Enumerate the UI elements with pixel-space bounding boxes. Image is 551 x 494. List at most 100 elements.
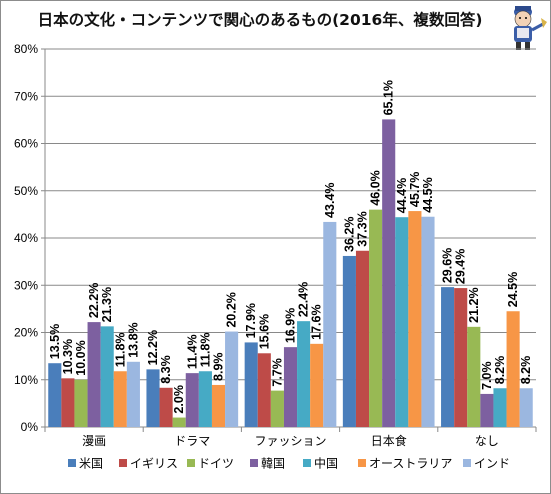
x-tick-label: ファッション [254, 434, 326, 448]
bar [159, 387, 173, 427]
bar [257, 353, 271, 427]
data-label: 8.2% [519, 356, 533, 385]
data-label: 46.0% [369, 170, 383, 205]
data-label: 10.3% [61, 339, 75, 374]
bar [310, 343, 324, 427]
bar [270, 390, 284, 427]
bar [395, 217, 409, 427]
y-tick-label: 80% [14, 42, 38, 56]
mascot-icon [514, 6, 547, 50]
legend-swatch [187, 459, 195, 467]
data-label: 17.6% [310, 304, 324, 339]
data-label: 11.4% [185, 334, 199, 369]
data-label: 21.3% [100, 287, 114, 322]
data-label: 13.8% [126, 322, 140, 357]
bar [87, 322, 101, 427]
y-tick-label: 50% [14, 184, 38, 198]
data-label: 65.1% [382, 80, 396, 115]
legend-label: ドイツ [198, 457, 234, 471]
data-label: 29.6% [441, 248, 455, 283]
legend-swatch [250, 459, 258, 467]
bar [454, 288, 468, 427]
bar [74, 379, 88, 427]
y-tick-label: 40% [14, 231, 38, 245]
legend-swatch [358, 459, 366, 467]
bar [467, 326, 481, 427]
data-label: 10.0% [74, 340, 88, 375]
data-label: 20.2% [225, 292, 239, 327]
chart-title: 日本の文化・コンテンツで関心のあるもの(2016年、複数回答) [37, 11, 483, 29]
bar [244, 342, 258, 427]
x-tick-label: 日本食 [371, 433, 407, 448]
data-label: 44.5% [421, 177, 435, 212]
x-tick-label: ドラマ [174, 434, 210, 448]
y-tick-label: 20% [14, 326, 38, 340]
x-tick-label: 漫画 [82, 434, 106, 448]
bar [382, 119, 396, 427]
bar [172, 417, 186, 427]
y-tick-label: 70% [14, 89, 38, 103]
bar [126, 361, 140, 427]
bar [100, 326, 114, 427]
data-label: 45.7% [408, 172, 422, 207]
data-label: 17.9% [244, 303, 258, 338]
bar [421, 216, 435, 427]
bar [297, 321, 311, 427]
data-label: 22.2% [87, 283, 101, 318]
data-label: 44.4% [395, 178, 409, 213]
data-label: 15.6% [257, 314, 271, 349]
bar [323, 221, 337, 427]
data-label: 43.4% [323, 182, 337, 217]
legend-label: 韓国 [261, 457, 285, 471]
data-label: 13.5% [48, 324, 62, 359]
bar [342, 255, 356, 427]
bar [519, 388, 533, 427]
legend-swatch [463, 459, 471, 467]
data-label: 24.5% [506, 272, 520, 307]
legend-swatch [68, 459, 76, 467]
y-tick-label: 10% [14, 373, 38, 387]
legend-label: インド [474, 457, 510, 471]
y-tick-label: 30% [14, 278, 38, 292]
y-tick-label: 60% [14, 137, 38, 151]
data-label: 7.0% [480, 361, 494, 390]
bar [198, 371, 212, 427]
bar [480, 393, 494, 427]
data-label: 29.4% [454, 249, 468, 284]
legend-label: 中国 [314, 456, 338, 471]
bar [185, 373, 199, 427]
bar [146, 369, 160, 427]
bar [369, 209, 383, 427]
data-label: 8.2% [493, 356, 507, 385]
bar [283, 347, 298, 427]
data-label: 36.2% [342, 217, 356, 252]
data-label: 12.2% [146, 330, 160, 365]
bar [211, 384, 226, 427]
legend-swatch [303, 459, 311, 467]
data-label: 21.2% [467, 287, 481, 322]
legend-label: オーストラリア [369, 457, 452, 471]
legend-label: 米国 [79, 457, 103, 471]
data-label: 8.9% [212, 352, 226, 381]
data-label: 11.8% [113, 332, 127, 367]
bar [48, 363, 62, 427]
data-label: 2.0% [172, 385, 186, 414]
bar [493, 388, 507, 427]
legend-swatch [119, 459, 127, 467]
data-label: 37.3% [356, 211, 370, 246]
x-tick-label: なし [475, 434, 499, 448]
legend-label: イギリス [130, 457, 178, 471]
bar [113, 371, 127, 427]
bar [408, 211, 422, 427]
bar [61, 378, 75, 427]
data-label: 7.7% [270, 358, 284, 387]
bar [441, 287, 455, 427]
data-label: 22.4% [297, 282, 311, 317]
data-label: 8.3% [159, 355, 173, 384]
y-tick-label: 0% [21, 420, 39, 434]
data-label: 16.9% [284, 308, 298, 343]
bar [355, 250, 370, 427]
bar [225, 331, 239, 427]
data-label: 11.8% [198, 332, 212, 367]
